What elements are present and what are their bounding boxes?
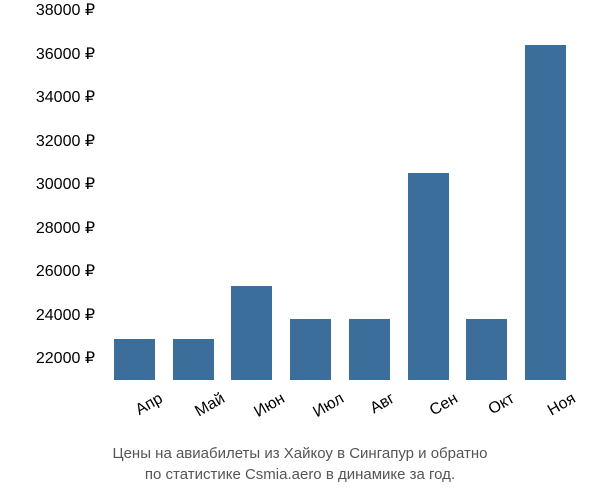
bar (466, 319, 507, 380)
caption-line2: по статистике Csmia.aero в динамике за г… (145, 466, 455, 483)
x-tick-label: Апр (133, 390, 166, 420)
x-tick-label: Июн (251, 390, 288, 422)
bar (231, 286, 272, 380)
x-axis: АпрМайИюнИюлАвгСенОктНоя (105, 385, 575, 435)
y-tick-label: 24000 ₽ (36, 305, 95, 325)
y-tick-label: 36000 ₽ (36, 44, 95, 64)
bar (349, 319, 390, 380)
bar-chart: 22000 ₽ 24000 ₽ 26000 ₽ 28000 ₽ 30000 ₽ 32000… (0, 0, 600, 500)
y-tick-label: 28000 ₽ (36, 218, 95, 238)
x-tick-label: Окт (485, 390, 517, 419)
plot-area (105, 10, 575, 380)
chart-caption: Цены на авиабилеты из Хайкоу в Сингапур … (0, 443, 600, 485)
bar (173, 339, 214, 380)
x-tick-label: Авг (368, 390, 399, 418)
x-tick-label: Сен (427, 390, 461, 420)
y-tick-label: 22000 ₽ (36, 348, 95, 368)
bar (290, 319, 331, 380)
caption-line1: Цены на авиабилеты из Хайкоу в Сингапур … (112, 445, 487, 462)
y-tick-label: 34000 ₽ (36, 87, 95, 107)
bar (525, 45, 566, 380)
x-tick-label: Июл (310, 390, 347, 422)
y-tick-label: 38000 ₽ (36, 0, 95, 20)
x-tick-label: Май (192, 390, 228, 421)
y-tick-label: 26000 ₽ (36, 261, 95, 281)
y-tick-label: 32000 ₽ (36, 131, 95, 151)
x-tick-label: Ноя (545, 390, 579, 420)
y-tick-label: 30000 ₽ (36, 174, 95, 194)
bar (408, 173, 449, 380)
bar (114, 339, 155, 380)
